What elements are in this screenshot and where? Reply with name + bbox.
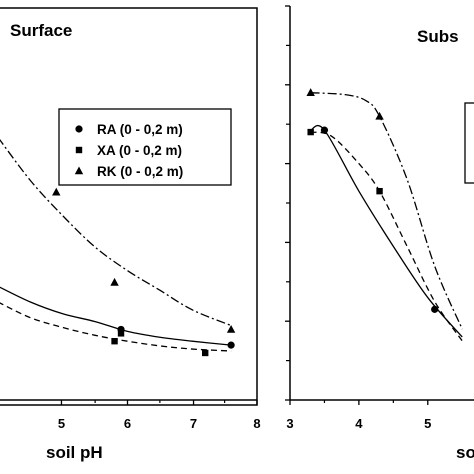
surface-point-square [117, 330, 125, 337]
subsurface-x-axis-label: so [456, 443, 474, 462]
surface-title: Surface [10, 21, 72, 40]
surface-point-triangle [110, 277, 119, 286]
surface-point-circle [227, 341, 235, 349]
subsurface-point-triangle [306, 88, 315, 96]
subsurface-points [306, 88, 439, 313]
subsurface-point-circle [431, 305, 439, 313]
legend-marker-circle [75, 125, 83, 133]
surface-trend-lines [0, 138, 232, 352]
surface-x-tick-label: 6 [124, 416, 131, 431]
subsurface-point-circle [320, 126, 329, 134]
legend-marker-triangle [74, 166, 84, 175]
subsurface-x-tick-label: 3 [286, 416, 293, 431]
surface-ticks: 5 6 7 8 [58, 400, 261, 431]
subsurface-x-tick-label: 4 [355, 416, 363, 431]
subsurface-title: Subs [417, 27, 459, 46]
subsurface-trend-lines [310, 92, 463, 342]
surface-point-square [111, 338, 118, 345]
surface-legend [58, 108, 232, 186]
subsurface-ticks: 3 4 5 [285, 5, 431, 431]
subsurface-x-tick-label: 5 [424, 416, 431, 431]
surface-x-tick-label: 8 [253, 416, 260, 431]
subsurface-legend [464, 102, 474, 184]
legend-label-square: XA (0 - 0,2 m) [97, 143, 182, 158]
surface-point-triangle [52, 187, 61, 196]
legend-items: RA (0 - 0,2 m) XA (0 - 0,2 m) RK (0 - 0,2 … [74, 122, 183, 179]
subsurface-point-square [307, 128, 314, 136]
surface-x-axis-label: soil pH [46, 443, 103, 462]
subsurface-trend-line-triangle [310, 92, 463, 330]
surface-x-tick-label: 7 [190, 416, 197, 431]
surface-point-square [202, 349, 209, 357]
subsurface-point-square [376, 187, 383, 195]
legend-label-triangle: RK (0 - 0,2 m) [97, 164, 183, 179]
surface-plot-frame [0, 7, 258, 406]
legend-label-circle: RA (0 - 0,2 m) [97, 122, 183, 137]
legend-marker-square [75, 146, 83, 154]
subsurface-trend-line-circle [310, 124, 463, 338]
surface-points [52, 187, 236, 357]
surface-point-triangle [226, 324, 236, 333]
surface-trend-line-circle [0, 286, 232, 346]
surface-trend-line-triangle [0, 138, 232, 327]
surface-x-tick-label: 5 [58, 416, 65, 431]
subsurface-point-triangle [375, 111, 384, 120]
